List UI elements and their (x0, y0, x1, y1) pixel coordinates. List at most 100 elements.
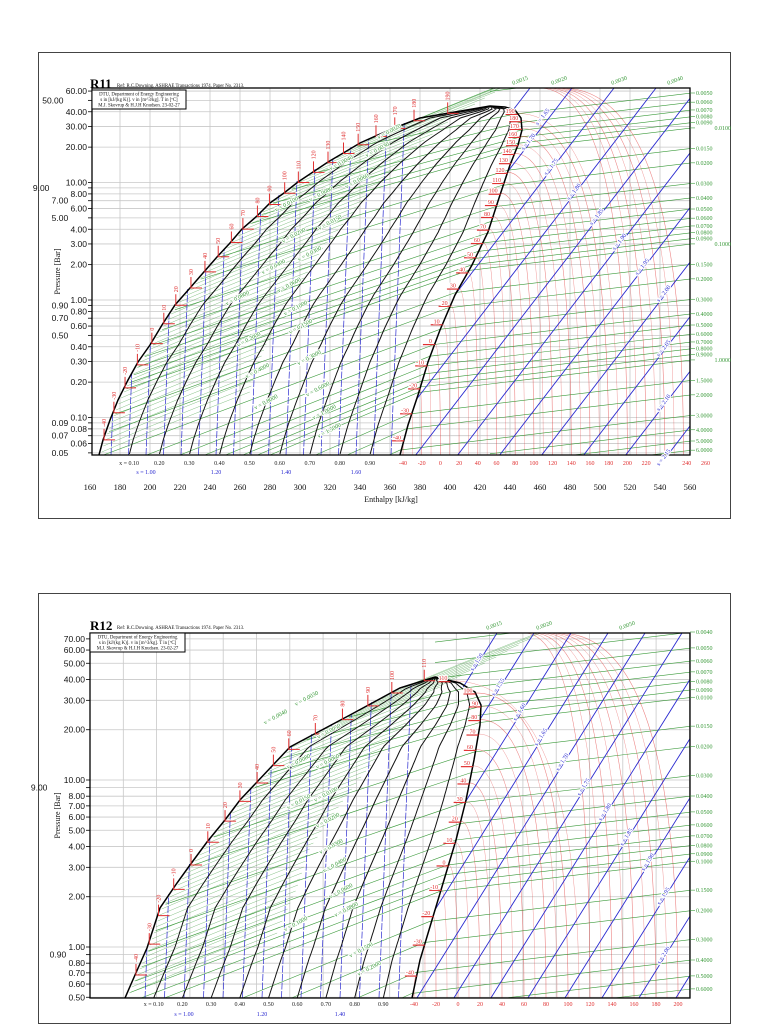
sat-liquid-temp-label: 90 (267, 186, 273, 192)
isotherm-line (550, 88, 656, 455)
isochore-line (216, 199, 365, 261)
isotherm-line (517, 113, 619, 455)
isochore-right-label: 0.0500 (696, 207, 713, 213)
isentrope-line (601, 856, 690, 998)
pressure-tick-label: 0.40 (70, 342, 87, 352)
isochore-line (139, 301, 289, 363)
isochore-line (165, 842, 314, 904)
isotherm-line (472, 765, 514, 998)
enthalpy-tick-label: 160 (84, 482, 97, 492)
isochore-right-label: 0.1500 (696, 262, 713, 268)
info-line: DTU, Department of Energy Engineering (98, 636, 178, 641)
sat-liquid-temp-label: -40 (102, 419, 108, 427)
sat-liquid-temp-tick (190, 853, 203, 866)
isotherm-line (475, 749, 525, 998)
isochore-right-label: 0.4000 (696, 958, 713, 964)
sat-liquid-temp-tick (190, 277, 202, 289)
quality-label: 0.90 (365, 461, 376, 467)
pressure-tick-label: 70.00 (64, 634, 86, 644)
sat-liquid-temp-label: 120 (311, 150, 317, 159)
isochore-right-label: 0.0300 (696, 774, 713, 780)
isochore-line (214, 726, 690, 838)
r11-pressure-enthalpy-diagram: R11 Ref: R.C.Downing. ASHRAE Transactions… (33, 76, 732, 504)
isochore-line (173, 830, 322, 892)
isentrope-line (625, 370, 690, 455)
pressure-tick-label: 30.00 (66, 121, 88, 131)
quality-line (249, 105, 493, 455)
isochore-line (308, 115, 458, 177)
quality-label: 0.80 (335, 461, 346, 467)
sat-liquid-temp-tick (312, 161, 325, 173)
isochore-line (205, 211, 354, 273)
isochore-line (237, 175, 387, 237)
isochore-line (284, 133, 433, 195)
isotherm-line (532, 633, 613, 998)
isochore-line (291, 686, 441, 748)
isentrope-line (453, 633, 683, 998)
isentrope-line (320, 723, 332, 998)
isochore-line (152, 283, 301, 345)
sat-liquid-temp-label: -20 (157, 895, 163, 903)
sat-liquid-temp-label: 150 (356, 123, 362, 132)
plot-lines (92, 88, 690, 455)
isochore-right-label: 0.1000 (715, 242, 732, 248)
isochore-line (195, 223, 344, 285)
isochore-right-label: 0.5000 (696, 323, 713, 329)
isotherm-line (448, 864, 459, 998)
pressure-tick-label: 0.50 (68, 992, 85, 1002)
isochore-right-label: 0.3000 (696, 938, 713, 944)
saturated-vapor-line (411, 676, 482, 998)
pressure-tick-label: 9.00 (33, 183, 50, 193)
enthalpy-tick-label: 280 (264, 482, 277, 492)
sat-vapor-temp-label: 100 (489, 189, 498, 195)
temperature-bottom-label: -20 (418, 461, 426, 467)
sat-liquid-temp-label: 30 (189, 269, 195, 275)
isochore-line (111, 361, 260, 423)
isochore-line (249, 163, 398, 225)
isochore-right-label: 0.0100 (696, 695, 713, 701)
enthalpy-tick-label: 540 (654, 482, 667, 492)
sat-liquid-temp-tick (256, 771, 269, 784)
pressure-tick-label: 0.80 (68, 958, 85, 968)
isotherm-line (434, 343, 441, 455)
isochore-line (573, 440, 690, 455)
isochore-line (136, 307, 285, 369)
isotherm-line (469, 782, 503, 998)
isochore-line (346, 394, 690, 455)
isotherm-line (545, 633, 646, 998)
isotherm-line (559, 633, 679, 998)
entropy-bottom-label: 1.20 (211, 470, 222, 476)
isochore-line (325, 668, 474, 730)
pressure-tick-label: 10.00 (64, 775, 86, 785)
isotherm-line (546, 88, 647, 455)
quality-line (189, 105, 491, 455)
sat-liquid-temp-label: 60 (287, 730, 293, 736)
pressure-tick-label: 0.50 (52, 330, 69, 340)
sat-liquid-temp-label: 0 (150, 328, 156, 331)
isochore-right-label: 4.0000 (696, 428, 713, 434)
sat-vapor-temp-label: 40 (460, 778, 466, 784)
isotherm-line (500, 192, 535, 455)
enthalpy-tick-label: 200 (144, 482, 157, 492)
sat-liquid-temp-label: 180 (412, 99, 418, 108)
sat-vapor-temp-label: 30 (450, 284, 456, 290)
isochore-line (317, 109, 467, 171)
isochore-right-label: 0.0070 (696, 108, 713, 114)
isochore-right-label: 0.0900 (696, 852, 713, 858)
sat-liquid-temp-label: -20 (123, 367, 129, 375)
isochore-right-label: 0.0800 (696, 843, 713, 849)
isochore-line (177, 824, 326, 886)
isochore-line (291, 109, 690, 190)
isotherm-line (492, 216, 516, 455)
enthalpy-tick-label: 480 (564, 482, 577, 492)
isochore-right-label: 0.6000 (696, 332, 713, 338)
isochore-line (153, 872, 302, 934)
isotherm-line (550, 633, 657, 998)
sat-liquid-temp-label: -30 (147, 923, 153, 931)
quality-label: 0.40 (214, 461, 225, 467)
pressure-tick-label: 40.00 (66, 107, 88, 117)
info-box (91, 89, 187, 110)
sat-vapor-temp-label: 100 (463, 688, 472, 694)
pressure-tick-label: 0.70 (52, 313, 69, 323)
isochore-right-label: 0.2000 (696, 909, 713, 915)
